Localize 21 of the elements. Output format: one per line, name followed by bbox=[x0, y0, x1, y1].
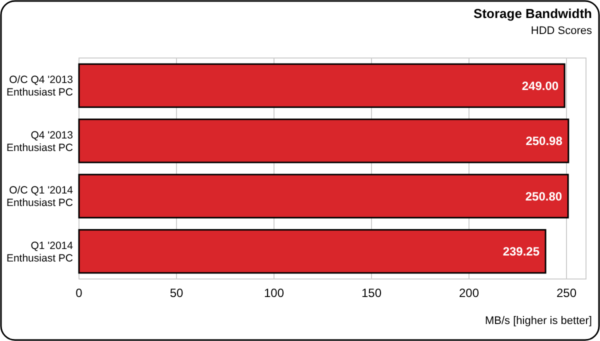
data-label: 249.00 bbox=[522, 78, 559, 93]
y-tick-label: Q4 '2013 Enthusiast PC bbox=[6, 129, 74, 154]
x-tick-label: 200 bbox=[458, 286, 480, 300]
y-tick-label: O/C Q4 '2013 Enthusiast PC bbox=[6, 74, 74, 99]
bar bbox=[78, 229, 546, 274]
data-label: 250.80 bbox=[525, 189, 562, 204]
x-tick-label: 150 bbox=[361, 286, 382, 300]
x-axis-title: MB/s [higher is better] bbox=[485, 315, 592, 327]
x-tick-label: 50 bbox=[170, 286, 184, 300]
chart-title: Storage Bandwidth bbox=[474, 6, 592, 21]
x-tick-label: 100 bbox=[264, 286, 284, 300]
x-tick-label: 250 bbox=[556, 286, 577, 300]
bar bbox=[78, 118, 570, 164]
data-label: 250.98 bbox=[526, 134, 563, 148]
y-tick-label: Q1 '2014 Enthusiast PC bbox=[6, 240, 74, 264]
data-label: 239.25 bbox=[502, 244, 540, 259]
bar bbox=[78, 174, 569, 218]
x-tick-label: 0 bbox=[76, 286, 83, 300]
y-tick-label: O/C Q1 '2014 Enthusiast PC bbox=[6, 184, 74, 210]
chart-subtitle: HDD Scores bbox=[530, 25, 592, 37]
bar bbox=[78, 63, 566, 108]
